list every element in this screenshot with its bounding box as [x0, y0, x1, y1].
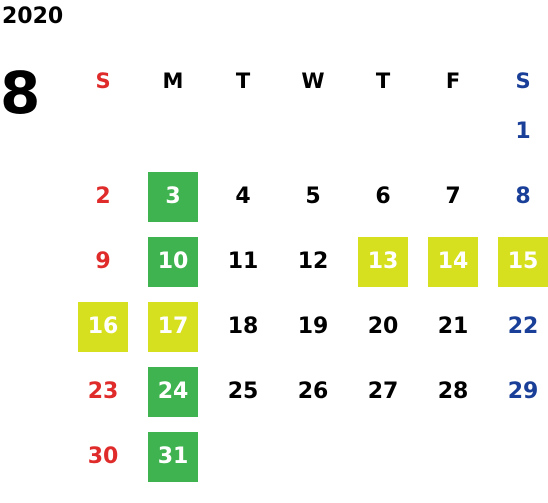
day-cell[interactable]: 10 — [138, 229, 208, 294]
day-number: 8 — [515, 184, 531, 209]
day-cell[interactable]: 15 — [488, 229, 548, 294]
day-cell[interactable]: 11 — [208, 229, 278, 294]
day-number: 22 — [507, 314, 539, 339]
day-number — [78, 107, 128, 157]
empty-day-cell — [68, 99, 138, 164]
day-number: 23 — [87, 379, 119, 404]
day-cell[interactable]: 18 — [208, 294, 278, 359]
day-cell[interactable]: 23 — [68, 359, 138, 424]
day-number: 13 — [358, 236, 408, 287]
day-cell[interactable]: 27 — [348, 359, 418, 424]
day-cell[interactable]: 2 — [68, 164, 138, 229]
day-number: 30 — [87, 444, 119, 469]
day-number: 7 — [445, 184, 461, 209]
day-cell[interactable]: 6 — [348, 164, 418, 229]
empty-day-cell — [348, 424, 418, 489]
empty-day-cell — [418, 424, 488, 489]
day-number: 16 — [78, 301, 128, 352]
day-number — [148, 107, 198, 157]
empty-day-cell — [208, 424, 278, 489]
day-number: 29 — [507, 379, 539, 404]
day-number: 17 — [148, 301, 198, 352]
day-number: 25 — [227, 379, 259, 404]
day-cell[interactable]: 28 — [418, 359, 488, 424]
month-number: 8 — [0, 59, 41, 127]
weekday-header-tuesday: T — [235, 69, 251, 93]
day-cell[interactable]: 22 — [488, 294, 548, 359]
weekday-header-saturday: S — [515, 69, 531, 93]
day-cell[interactable]: 1 — [488, 99, 548, 164]
year-label: 2020 — [2, 4, 64, 29]
day-number: 24 — [148, 366, 198, 417]
day-number — [358, 432, 408, 482]
day-cell[interactable]: 12 — [278, 229, 348, 294]
day-cell[interactable]: 8 — [488, 164, 548, 229]
weekday-header-sunday: S — [95, 69, 111, 93]
empty-day-cell — [138, 99, 208, 164]
day-cell[interactable]: 21 — [418, 294, 488, 359]
day-number — [498, 432, 548, 482]
empty-day-cell — [208, 99, 278, 164]
day-cell[interactable]: 26 — [278, 359, 348, 424]
day-cell[interactable]: 7 — [418, 164, 488, 229]
day-cell[interactable]: 5 — [278, 164, 348, 229]
day-number: 11 — [227, 249, 259, 274]
empty-day-cell — [348, 99, 418, 164]
day-number — [428, 107, 478, 157]
day-cell[interactable]: 25 — [208, 359, 278, 424]
day-number — [218, 107, 268, 157]
day-number: 12 — [297, 249, 329, 274]
day-cell[interactable]: 31 — [138, 424, 208, 489]
weekday-header-thursday: T — [375, 69, 391, 93]
day-number: 1 — [515, 119, 531, 144]
day-number — [288, 107, 338, 157]
calendar-grid: S M T W T F S 1 2 3 4 5 6 7 8 9 10 11 12 13 14 15 16 17 1… — [68, 63, 548, 489]
empty-day-cell — [278, 99, 348, 164]
day-cell[interactable]: 14 — [418, 229, 488, 294]
day-number — [358, 107, 408, 157]
empty-day-cell — [488, 424, 548, 489]
day-number: 14 — [428, 236, 478, 287]
day-number — [428, 432, 478, 482]
day-number: 10 — [148, 236, 198, 287]
empty-day-cell — [418, 99, 488, 164]
empty-day-cell — [278, 424, 348, 489]
day-number: 5 — [305, 184, 321, 209]
day-number: 26 — [297, 379, 329, 404]
day-number: 18 — [227, 314, 259, 339]
day-cell[interactable]: 30 — [68, 424, 138, 489]
weekday-header-monday: M — [162, 69, 184, 93]
day-cell[interactable]: 17 — [138, 294, 208, 359]
day-number: 2 — [95, 184, 111, 209]
day-number: 6 — [375, 184, 391, 209]
day-number: 31 — [148, 431, 198, 482]
day-number — [288, 432, 338, 482]
day-number: 27 — [367, 379, 399, 404]
day-number — [218, 432, 268, 482]
weekday-header-friday: F — [445, 69, 461, 93]
day-cell[interactable]: 9 — [68, 229, 138, 294]
day-cell[interactable]: 19 — [278, 294, 348, 359]
day-number: 3 — [148, 171, 198, 222]
day-cell[interactable]: 3 — [138, 164, 208, 229]
day-cell[interactable]: 29 — [488, 359, 548, 424]
day-cell[interactable]: 13 — [348, 229, 418, 294]
day-number: 19 — [297, 314, 329, 339]
day-number: 4 — [235, 184, 251, 209]
day-number: 28 — [437, 379, 469, 404]
day-number: 9 — [95, 249, 111, 274]
weekday-header-wednesday: W — [301, 69, 325, 93]
day-number: 20 — [367, 314, 399, 339]
day-cell[interactable]: 20 — [348, 294, 418, 359]
day-cell[interactable]: 24 — [138, 359, 208, 424]
day-number: 21 — [437, 314, 469, 339]
day-cell[interactable]: 16 — [68, 294, 138, 359]
day-number: 15 — [498, 236, 548, 287]
day-cell[interactable]: 4 — [208, 164, 278, 229]
